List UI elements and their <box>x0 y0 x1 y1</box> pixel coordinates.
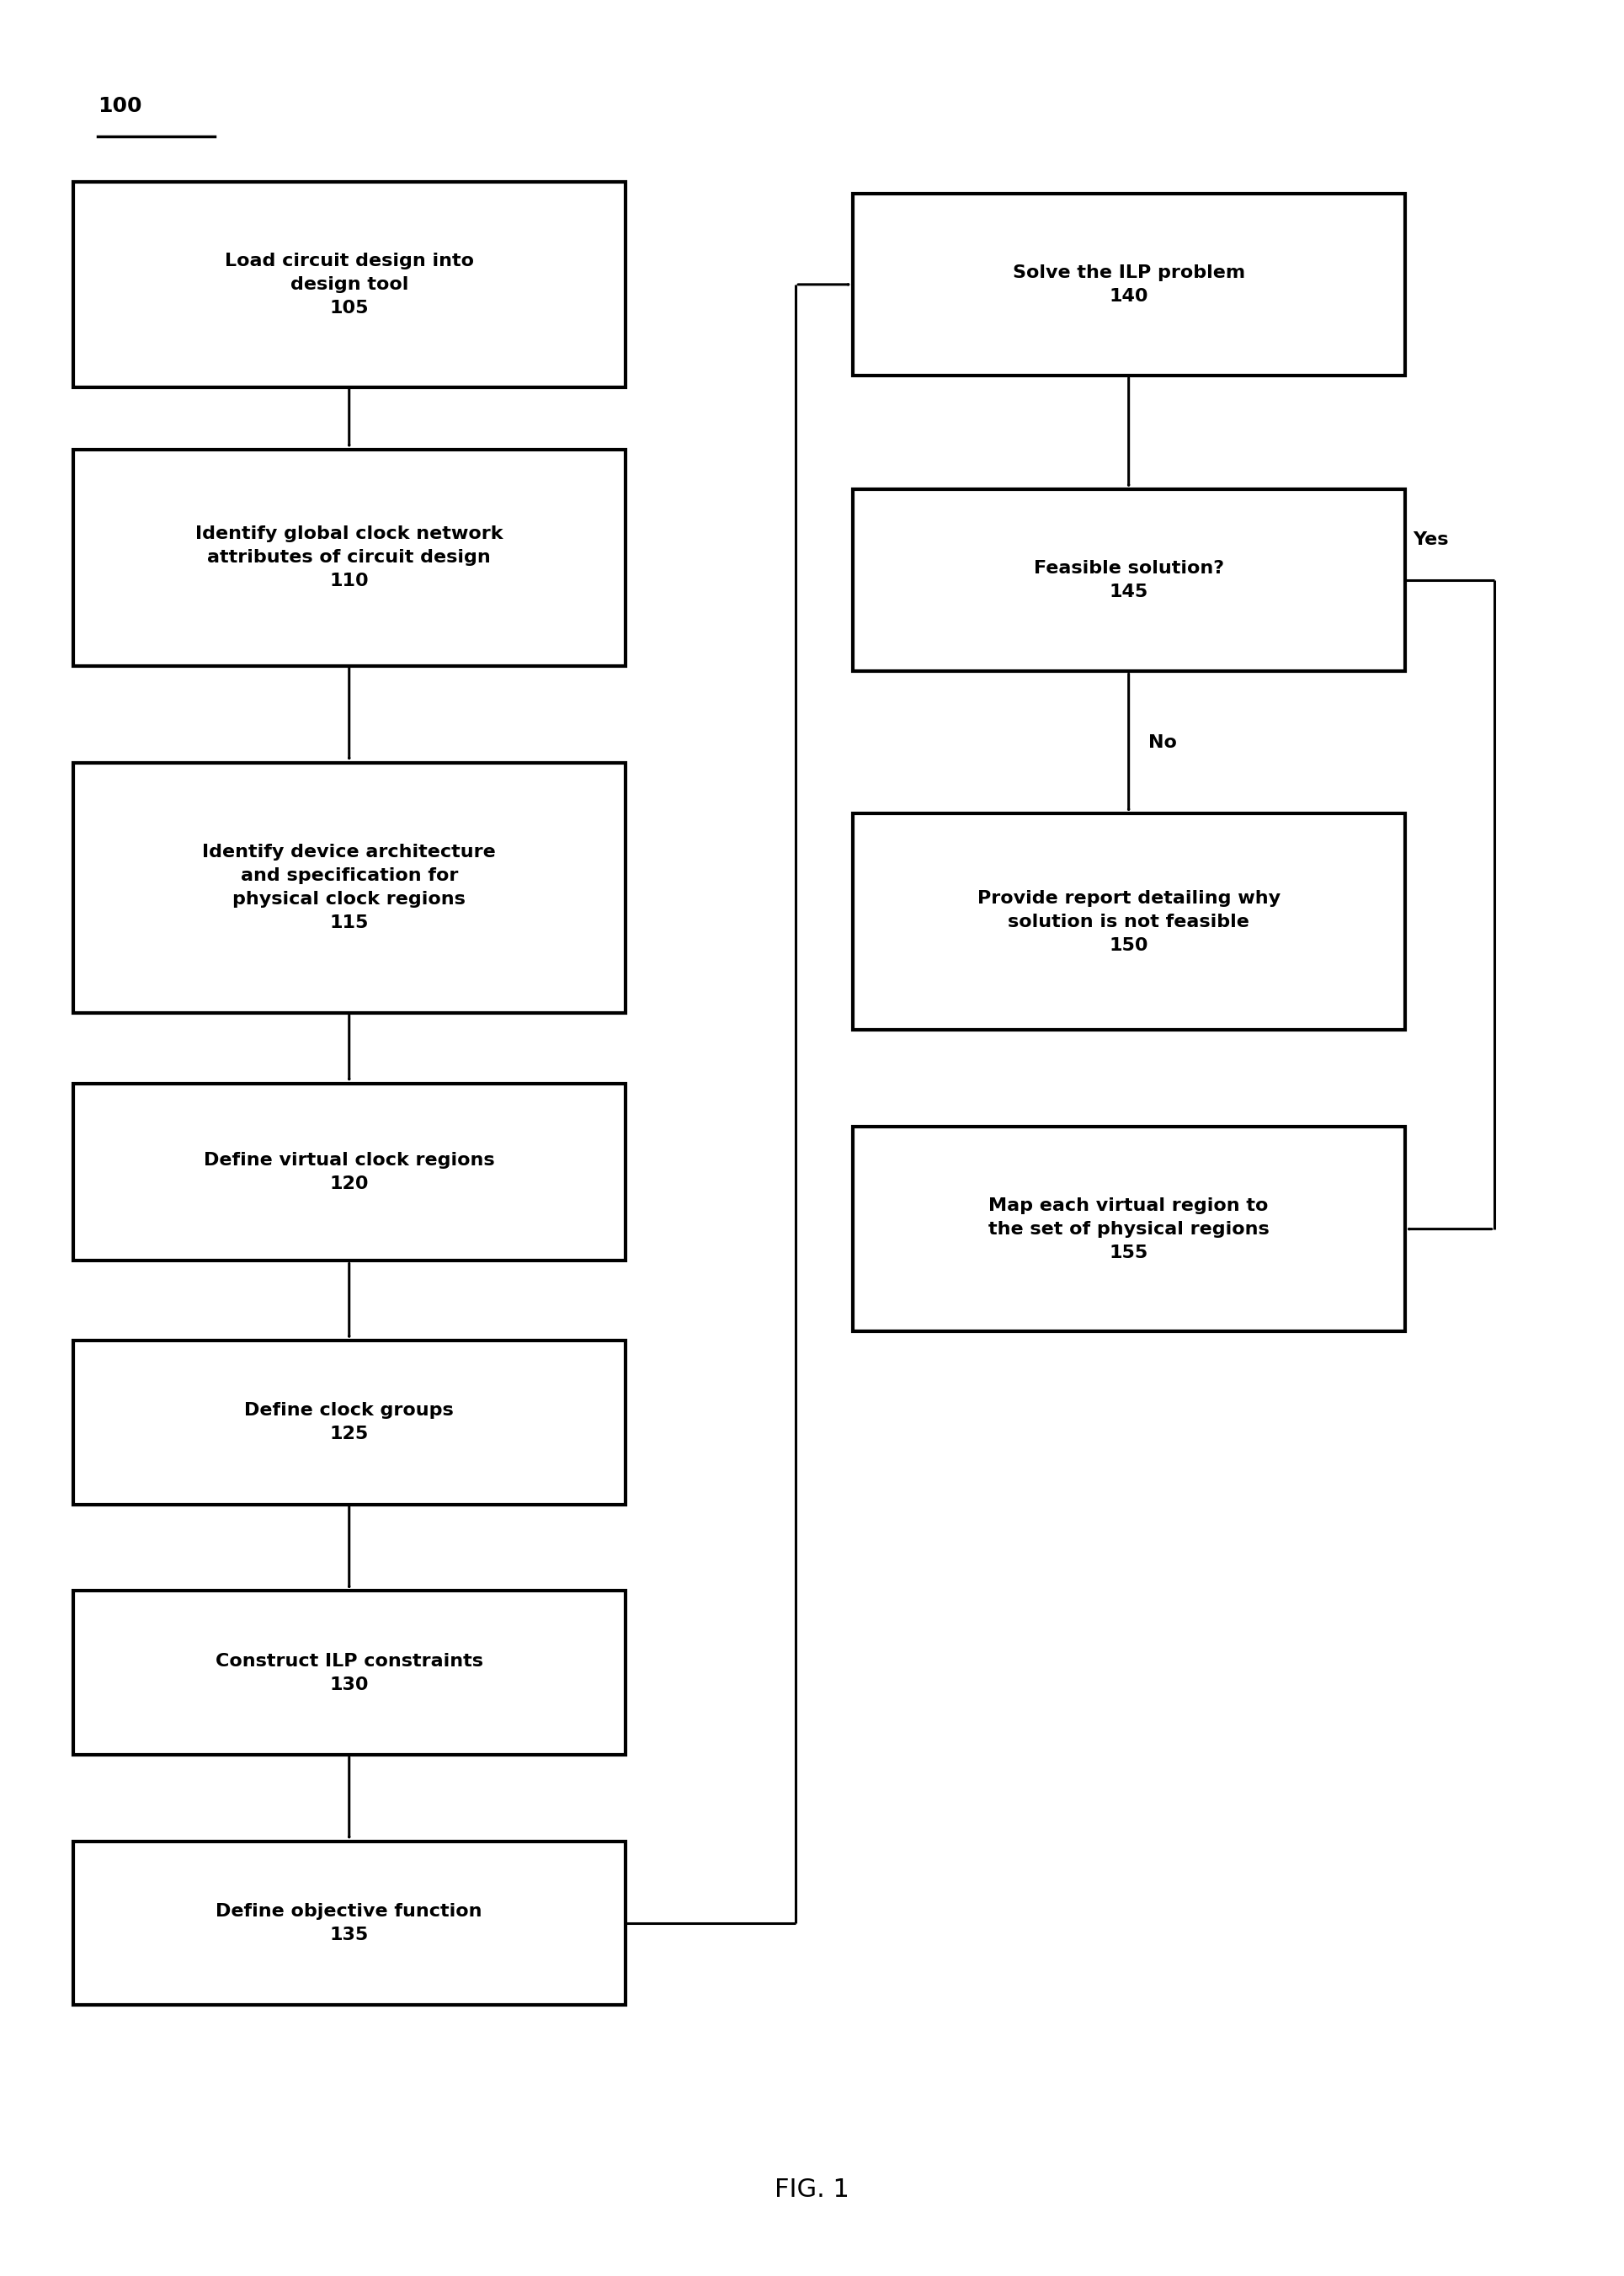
Bar <box>853 1127 1405 1331</box>
Text: 100: 100 <box>97 96 141 116</box>
Bar <box>853 815 1405 1029</box>
Text: FIG. 1: FIG. 1 <box>775 2178 849 2201</box>
Text: No: No <box>1148 735 1177 751</box>
Text: Feasible solution?
145: Feasible solution? 145 <box>1033 560 1224 601</box>
Text: Define clock groups
125: Define clock groups 125 <box>245 1402 453 1443</box>
Text: Solve the ILP problem
140: Solve the ILP problem 140 <box>1012 264 1246 305</box>
Text: Map each virtual region to
the set of physical regions
155: Map each virtual region to the set of ph… <box>987 1197 1270 1261</box>
Text: Identify device architecture
and specification for
physical clock regions
115: Identify device architecture and specifi… <box>203 844 495 931</box>
Bar <box>853 489 1405 671</box>
Text: Define virtual clock regions
120: Define virtual clock regions 120 <box>203 1152 495 1193</box>
Bar <box>73 1591 625 1755</box>
Text: Define objective function
135: Define objective function 135 <box>216 1903 482 1944</box>
Text: Load circuit design into
design tool
105: Load circuit design into design tool 105 <box>224 253 474 316</box>
Text: Construct ILP constraints
130: Construct ILP constraints 130 <box>216 1652 482 1693</box>
Bar <box>73 182 625 387</box>
Bar <box>73 1083 625 1261</box>
Bar <box>73 451 625 665</box>
Bar <box>73 762 625 1013</box>
Bar <box>853 193 1405 376</box>
Text: Provide report detailing why
solution is not feasible
150: Provide report detailing why solution is… <box>978 890 1280 954</box>
Bar <box>73 1341 625 1504</box>
Text: Yes: Yes <box>1413 533 1449 549</box>
Bar <box>73 1841 625 2005</box>
Text: Identify global clock network
attributes of circuit design
110: Identify global clock network attributes… <box>195 526 503 589</box>
